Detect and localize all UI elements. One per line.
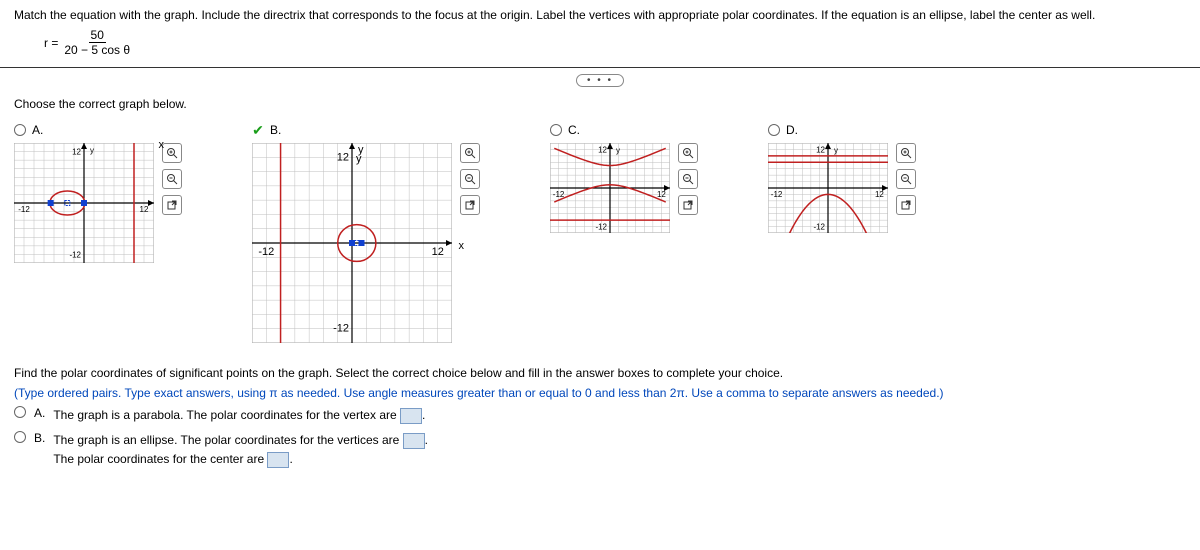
- answer-b-text2: The polar coordinates for the center are: [53, 452, 264, 466]
- zoom-in-c[interactable]: [678, 143, 698, 163]
- svg-text:y: y: [616, 146, 620, 155]
- popout-c[interactable]: [678, 195, 698, 215]
- option-d-label: D.: [786, 123, 798, 137]
- answer-option-b: B. The graph is an ellipse. The polar co…: [14, 431, 1186, 469]
- svg-text:y: y: [834, 146, 838, 155]
- svg-text:12: 12: [875, 190, 884, 199]
- svg-text:12: 12: [432, 246, 444, 258]
- equation: r = 50 20 − 5 cos θ: [44, 28, 1186, 57]
- zoom-in-b[interactable]: [460, 143, 480, 163]
- question-text: Match the equation with the graph. Inclu…: [14, 8, 1186, 22]
- answer-a-text: The graph is a parabola. The polar coord…: [53, 408, 396, 422]
- x-label: x: [459, 240, 465, 252]
- popout-b[interactable]: [460, 195, 480, 215]
- choose-prompt: Choose the correct graph below.: [14, 97, 1186, 111]
- svg-text:-12: -12: [771, 190, 783, 199]
- svg-text:12: 12: [598, 145, 607, 154]
- options-row: A. -12 12 12 -12 y x ✔ B.: [14, 123, 1186, 346]
- equation-numerator: 50: [89, 28, 106, 43]
- zoom-in-d[interactable]: [896, 143, 916, 163]
- answer-b-period1: .: [425, 433, 428, 447]
- answer-option-a: A. The graph is a parabola. The polar co…: [14, 406, 1186, 425]
- radio-c[interactable]: [550, 124, 562, 136]
- equation-fraction: 50 20 − 5 cos θ: [62, 28, 132, 57]
- popout-a[interactable]: [162, 195, 182, 215]
- svg-text:12: 12: [72, 148, 81, 157]
- svg-text:-12: -12: [333, 323, 349, 335]
- svg-text:-12: -12: [18, 205, 30, 214]
- svg-text:12: 12: [140, 205, 149, 214]
- radio-answer-b[interactable]: [14, 431, 26, 443]
- option-a: A. -12 12 12 -12 y x: [14, 123, 182, 346]
- popout-d[interactable]: [896, 195, 916, 215]
- answer-b-text1: The graph is an ellipse. The polar coord…: [53, 433, 399, 447]
- option-b-label: B.: [270, 123, 281, 137]
- svg-text:-12: -12: [258, 246, 274, 258]
- svg-text:y: y: [90, 146, 94, 155]
- bottom-line1: Find the polar coordinates of significan…: [14, 366, 1186, 380]
- equation-denominator: 20 − 5 cos θ: [62, 43, 132, 57]
- svg-text:-12: -12: [595, 223, 607, 232]
- svg-text:12: 12: [337, 151, 349, 163]
- answer-b-label: B.: [34, 431, 45, 445]
- radio-answer-a[interactable]: [14, 406, 26, 418]
- x-label: x: [159, 139, 165, 151]
- svg-text:12: 12: [657, 190, 666, 199]
- radio-d[interactable]: [768, 124, 780, 136]
- zoom-out-d[interactable]: [896, 169, 916, 189]
- y-label: y: [356, 153, 362, 165]
- option-a-label: A.: [32, 123, 43, 137]
- graph-c: -121212-12y: [550, 143, 670, 236]
- radio-a[interactable]: [14, 124, 26, 136]
- option-d: D. -12 12 12 -12 y: [768, 123, 916, 346]
- zoom-in-a[interactable]: [162, 143, 182, 163]
- radio-b[interactable]: ✔: [252, 124, 264, 136]
- svg-text:12: 12: [816, 145, 825, 154]
- zoom-out-a[interactable]: [162, 169, 182, 189]
- zoom-out-b[interactable]: [460, 169, 480, 189]
- option-c: C. -121212-12y: [550, 123, 698, 346]
- option-c-label: C.: [568, 123, 580, 137]
- answer-b-period2: .: [289, 452, 292, 466]
- answer-a-period: .: [422, 408, 425, 422]
- graph-b: -121212-12y y x: [252, 143, 452, 346]
- answer-b-input2[interactable]: [267, 452, 289, 468]
- answer-a-input[interactable]: [400, 408, 422, 424]
- answer-a-label: A.: [34, 406, 45, 420]
- graph-a: -121212-12y x: [14, 143, 154, 266]
- graph-d: -12 12 12 -12 y: [768, 143, 888, 236]
- answer-b-input1[interactable]: [403, 433, 425, 449]
- bottom-line2: (Type ordered pairs. Type exact answers,…: [14, 386, 1186, 400]
- divider: [0, 67, 1200, 68]
- equation-lhs: r =: [44, 36, 58, 50]
- svg-text:-12: -12: [69, 250, 81, 259]
- svg-text:-12: -12: [813, 223, 825, 232]
- zoom-out-c[interactable]: [678, 169, 698, 189]
- option-b: ✔ B. -121212-12y y x: [252, 123, 480, 346]
- more-button[interactable]: • • •: [576, 74, 624, 87]
